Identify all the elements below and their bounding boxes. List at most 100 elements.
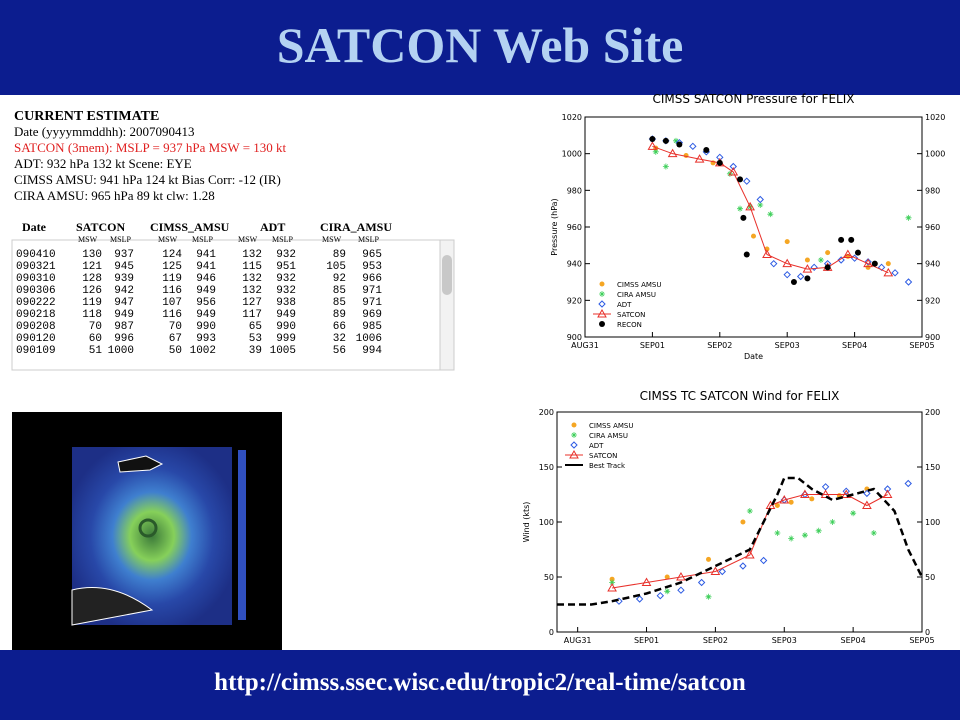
y-tick-label: 1020: [562, 113, 582, 122]
point: [599, 281, 605, 287]
y-tick-label: 200: [539, 408, 554, 417]
point: [783, 270, 791, 279]
point: [609, 579, 616, 586]
table-cell: 090310: [16, 273, 56, 285]
x-tick-label: SEP01: [634, 636, 659, 645]
table-cell: 117: [242, 309, 262, 321]
point: [854, 249, 861, 256]
x-tick-label: SEP04: [842, 341, 867, 350]
table-cell: 985: [362, 321, 382, 333]
point: [571, 432, 577, 438]
table-cell: 942: [114, 285, 134, 297]
slide-title: SATCON Web Site: [277, 17, 684, 73]
y-tick-label: 1000: [562, 150, 582, 159]
y2-tick-label: 960: [925, 223, 940, 232]
table-cell: 090306: [16, 285, 56, 297]
point: [821, 483, 830, 491]
point: [664, 574, 670, 580]
y2-tick-label: 0: [925, 628, 930, 637]
table-cell: 090222: [16, 297, 56, 309]
estimate-line: CIMSS AMSU: 941 hPa 124 kt Bias Corr: -1…: [14, 172, 281, 187]
legend-symbol: [597, 308, 607, 318]
point: [647, 141, 658, 150]
y2-tick-label: 1020: [925, 113, 945, 122]
table-cell: 938: [276, 297, 296, 309]
series: [648, 135, 913, 286]
point: [850, 510, 857, 517]
point: [599, 291, 605, 297]
table-cell: 956: [196, 297, 216, 309]
table-header: CIRA_AMSU: [320, 220, 392, 234]
point: [664, 588, 671, 595]
table-cell: 89: [333, 309, 346, 321]
point: [676, 141, 683, 148]
point: [718, 567, 726, 576]
legend-label: RECON: [617, 321, 642, 329]
table-cell: 118: [82, 309, 102, 321]
y2-tick-label: 150: [925, 463, 940, 472]
point: [739, 562, 747, 570]
point: [744, 549, 755, 559]
point: [837, 256, 845, 264]
legend-label: Best Track: [589, 462, 626, 470]
x-tick-label: SEP03: [772, 636, 797, 645]
point: [824, 264, 831, 271]
point: [737, 205, 744, 212]
point: [801, 532, 808, 539]
point: [597, 308, 607, 318]
point: [677, 586, 685, 594]
table-cell: 945: [114, 261, 134, 273]
table-cell: 116: [162, 285, 182, 297]
y2-tick-label: 200: [925, 408, 940, 417]
table-cell: 969: [362, 309, 382, 321]
table-cell: 993: [196, 333, 216, 345]
point: [788, 499, 794, 505]
footer-band: [0, 650, 960, 720]
point: [728, 166, 739, 176]
legend-symbol: [569, 449, 579, 459]
legend-label: SATCON: [589, 452, 617, 460]
point: [842, 249, 853, 258]
point: [635, 595, 644, 603]
x-tick-label: SEP05: [909, 636, 934, 645]
estimate-line: ADT: 932 hPa 132 kt Scene: EYE: [14, 156, 192, 171]
table-cell: 090410: [16, 249, 56, 261]
table-subheader: MSLP: [272, 235, 293, 244]
point: [790, 279, 797, 285]
point: [865, 264, 871, 270]
point: [716, 159, 723, 166]
table-cell: 85: [333, 285, 346, 297]
table-cell: 1005: [270, 345, 296, 357]
estimate-line: CIRA AMSU: 965 hPa 89 kt clw: 1.28: [14, 188, 215, 203]
y2-tick-label: 920: [925, 296, 940, 305]
point: [706, 556, 712, 562]
point: [774, 503, 780, 508]
series: [615, 479, 912, 605]
legend-symbol: [570, 441, 578, 449]
table-cell: 39: [249, 345, 262, 357]
series-line: [652, 145, 889, 274]
point: [885, 261, 891, 267]
table-cell: 1002: [190, 345, 216, 357]
x-tick-label: AUG31: [571, 341, 599, 350]
header-band: [0, 0, 960, 95]
y-tick-label: 920: [567, 296, 582, 305]
point: [743, 177, 751, 185]
table-cell: 941: [196, 249, 216, 261]
table-subheader: MSW: [238, 235, 258, 244]
table-cell: 115: [242, 261, 262, 273]
site-url[interactable]: http://cimss.ssec.wisc.edu/tropic2/real-…: [214, 669, 746, 696]
y2-tick-label: 100: [925, 518, 940, 527]
table-cell: 939: [114, 273, 134, 285]
legend-label: CIRA AMSU: [589, 432, 628, 440]
y-axis-label: Pressure (hPa): [550, 198, 559, 255]
series: [653, 145, 891, 270]
point: [810, 263, 818, 272]
table-subheader: MSLP: [110, 235, 131, 244]
point: [740, 519, 746, 525]
x-tick-label: SEP04: [841, 636, 866, 645]
table-cell: 132: [242, 285, 262, 297]
table-cell: 971: [362, 297, 382, 309]
table-cell: 89: [333, 249, 346, 261]
point: [774, 530, 781, 536]
